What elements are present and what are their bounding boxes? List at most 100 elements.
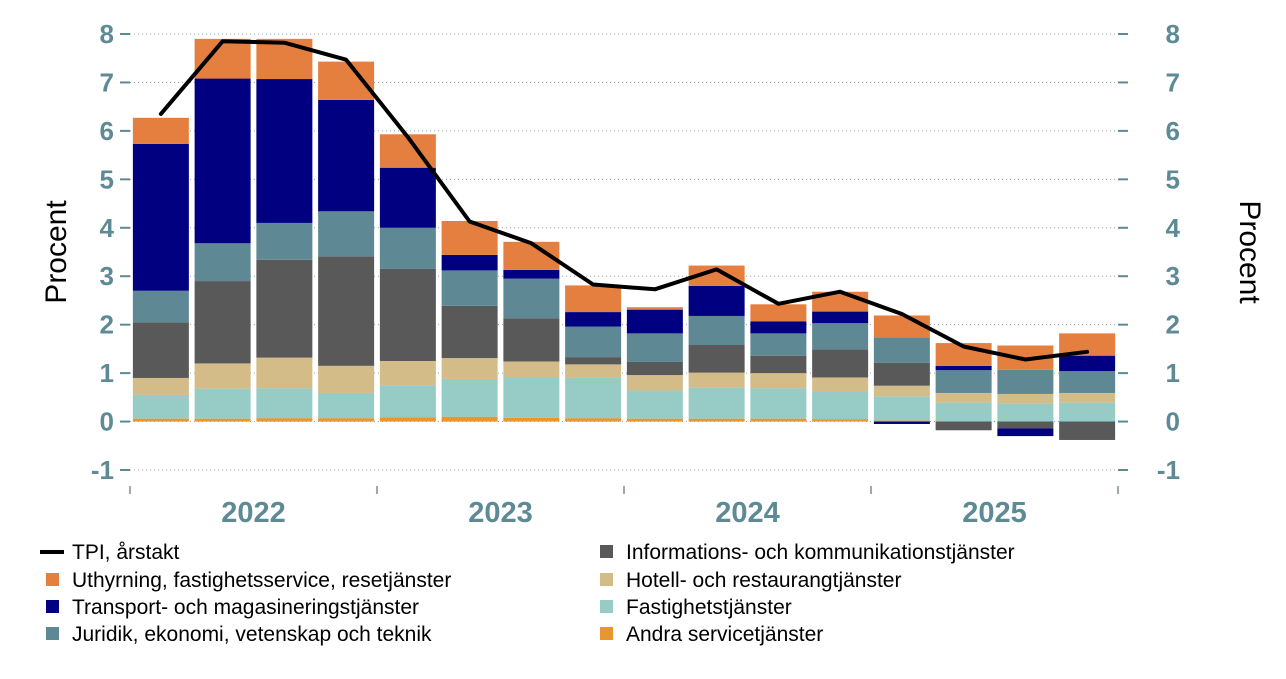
bar-andra-servicetjanster-2023-q3 (503, 417, 560, 422)
bar-informations-och-kommunikationstjanster-2024-q1 (626, 361, 683, 376)
bar-fastighetstjanster-2025-q3 (997, 403, 1054, 422)
bar-andra-servicetjanster-2024-q3 (750, 418, 807, 422)
legend-label-transport-och-magasineringstjanster: Transport- och magasineringstjänster (72, 596, 419, 619)
legend-swatch-transport-och-magasineringstjanster (46, 600, 59, 613)
bar-hotell-och-restaurangtjanster-2024-q3 (750, 373, 807, 389)
legend-swatch-hotell-och-restaurangtjanster (600, 573, 613, 586)
bar-hotell-och-restaurangtjanster-2025-q1 (873, 385, 930, 397)
y-tick-label-left-8: 7 (100, 67, 114, 97)
bar-informations-och-kommunikationstjanster-2024-q2 (688, 345, 745, 373)
y-tick-label-right-2: 1 (1166, 358, 1180, 388)
bar-andra-servicetjanster-2025-q1 (873, 420, 930, 422)
bar-andra-servicetjanster-2025-q3 (997, 421, 1054, 422)
bar-hotell-och-restaurangtjanster-2023-q4 (565, 364, 622, 378)
bar-hotell-och-restaurangtjanster-2022-q3 (256, 357, 313, 389)
bar-fastighetstjanster-2023-q3 (503, 376, 560, 418)
legend-label-fastighetstjanster: Fastighetstjänster (626, 596, 792, 619)
bar-andra-servicetjanster-2024-q1 (626, 418, 683, 422)
legend: TPI, årstakt Informations- och kommunikat… (40, 541, 1015, 646)
bar-uthyrning-fastighetsservice-resetjanster-2024-q2 (688, 265, 745, 286)
bar-transport-och-magasineringstjanster-2025-q2 (935, 365, 992, 371)
bar-hotell-och-restaurangtjanster-2022-q4 (318, 365, 375, 393)
y-tick-label-left-0: -1 (91, 455, 114, 485)
bar-transport-och-magasineringstjanster-2023-q3 (503, 269, 560, 279)
legend-item-fastighetstjanster: Fastighetstjänster (600, 596, 792, 619)
bar-juridik-ekonomi-vetenskap-och-teknik-2023-q4 (565, 326, 622, 358)
line-layer (158, 39, 1090, 362)
bar-informations-och-kommunikationstjanster-2025-q4 (1059, 421, 1116, 440)
bar-transport-och-magasineringstjanster-2025-q3 (997, 428, 1054, 437)
bar-andra-servicetjanster-2022-q1 (132, 418, 189, 422)
bar-informations-och-kommunikationstjanster-2025-q2 (935, 421, 992, 431)
bar-informations-och-kommunikationstjanster-2023-q4 (565, 357, 622, 365)
line-tpi-arstakt (158, 39, 1090, 362)
legend-label-tpi-arstakt: TPI, årstakt (72, 541, 180, 564)
bar-fastighetstjanster-2022-q2 (194, 388, 251, 419)
bar-andra-servicetjanster-2023-q1 (379, 417, 436, 422)
legend-item-tpi-arstakt: TPI, årstakt (40, 541, 180, 564)
bar-layer (132, 38, 1116, 440)
bar-juridik-ekonomi-vetenskap-och-teknik-2025-q3 (997, 369, 1054, 394)
bar-transport-och-magasineringstjanster-2025-q1 (873, 421, 930, 424)
y-tick-label-left-6: 5 (100, 164, 114, 194)
bar-informations-och-kommunikationstjanster-2022-q3 (256, 259, 313, 358)
bar-andra-servicetjanster-2024-q2 (688, 418, 745, 422)
y-tick-label-left-2: 1 (100, 358, 114, 388)
bar-fastighetstjanster-2025-q4 (1059, 402, 1116, 422)
y-tick-label-right-0: -1 (1157, 455, 1180, 485)
bar-transport-och-magasineringstjanster-2022-q2 (194, 78, 251, 244)
bar-andra-servicetjanster-2022-q3 (256, 418, 313, 422)
legend-swatch-andra-servicetjanster (600, 627, 613, 640)
bar-informations-och-kommunikationstjanster-2023-q2 (441, 305, 498, 359)
bar-andra-servicetjanster-2023-q4 (565, 418, 622, 422)
bar-fastighetstjanster-2023-q1 (379, 385, 436, 418)
legend-item-informations-och-kommunikationstjanster: Informations- och kommunikationstjänster (600, 541, 1015, 564)
bar-fastighetstjanster-2024-q1 (626, 390, 683, 419)
bar-hotell-och-restaurangtjanster-2023-q1 (379, 361, 436, 386)
bar-uthyrning-fastighetsservice-resetjanster-2022-q2 (194, 38, 251, 79)
bar-juridik-ekonomi-vetenskap-och-teknik-2025-q1 (873, 337, 930, 363)
y-axis-label-right: Procent (1233, 200, 1266, 304)
bar-juridik-ekonomi-vetenskap-och-teknik-2023-q1 (379, 227, 436, 269)
bar-uthyrning-fastighetsservice-resetjanster-2022-q3 (256, 38, 313, 80)
legend-label-uthyrning-fastighetsservice-resetjanster: Uthyrning, fastighetsservice, resetjänst… (72, 569, 451, 592)
legend-swatch-fastighetstjanster (600, 600, 613, 613)
bar-transport-och-magasineringstjanster-2024-q1 (626, 309, 683, 334)
y-tick-label-right-4: 3 (1166, 261, 1180, 291)
bar-informations-och-kommunikationstjanster-2023-q3 (503, 318, 560, 362)
bar-fastighetstjanster-2022-q3 (256, 388, 313, 419)
bar-fastighetstjanster-2024-q4 (812, 391, 869, 420)
bar-hotell-och-restaurangtjanster-2023-q2 (441, 358, 498, 379)
bar-juridik-ekonomi-vetenskap-och-teknik-2024-q2 (688, 315, 745, 346)
axis-layer: -1 -1 0 0 1 1 2 2 3 3 4 4 5 5 6 6 7 7 8 8 2022 2023 2024 2025 (91, 19, 1181, 529)
x-tick-label-2024: 2024 (715, 497, 780, 529)
bar-informations-och-kommunikationstjanster-2025-q3 (997, 421, 1054, 429)
y-tick-label-right-5: 4 (1166, 213, 1181, 243)
bar-hotell-och-restaurangtjanster-2022-q1 (132, 377, 189, 395)
bar-transport-och-magasineringstjanster-2022-q4 (318, 99, 375, 212)
bar-informations-och-kommunikationstjanster-2022-q2 (194, 281, 251, 364)
x-tick-label-2022: 2022 (221, 497, 286, 529)
bar-fastighetstjanster-2023-q2 (441, 378, 498, 417)
bar-hotell-och-restaurangtjanster-2025-q4 (1059, 392, 1116, 403)
bar-juridik-ekonomi-vetenskap-och-teknik-2024-q3 (750, 333, 807, 356)
bar-andra-servicetjanster-2024-q4 (812, 419, 869, 422)
bar-transport-och-magasineringstjanster-2024-q4 (812, 311, 869, 324)
y-tick-label-right-6: 5 (1166, 164, 1180, 194)
bar-fastighetstjanster-2025-q2 (935, 402, 992, 422)
bar-fastighetstjanster-2022-q1 (132, 394, 189, 419)
bar-andra-servicetjanster-2022-q4 (318, 418, 375, 422)
legend-label-andra-servicetjanster: Andra servicetjänster (626, 623, 823, 646)
bar-informations-och-kommunikationstjanster-2024-q4 (812, 349, 869, 378)
y-tick-label-right-9: 8 (1166, 19, 1180, 49)
bar-transport-och-magasineringstjanster-2024-q2 (688, 285, 745, 316)
bar-transport-och-magasineringstjanster-2022-q1 (132, 143, 189, 291)
bar-informations-och-kommunikationstjanster-2023-q1 (379, 268, 436, 361)
bar-hotell-och-restaurangtjanster-2024-q1 (626, 375, 683, 391)
bar-fastighetstjanster-2025-q1 (873, 396, 930, 421)
bar-juridik-ekonomi-vetenskap-och-teknik-2024-q4 (812, 323, 869, 350)
bar-hotell-och-restaurangtjanster-2022-q2 (194, 363, 251, 389)
bar-informations-och-kommunikationstjanster-2024-q3 (750, 355, 807, 374)
bar-andra-servicetjanster-2025-q2 (935, 421, 992, 422)
y-tick-label-right-7: 6 (1166, 116, 1180, 146)
